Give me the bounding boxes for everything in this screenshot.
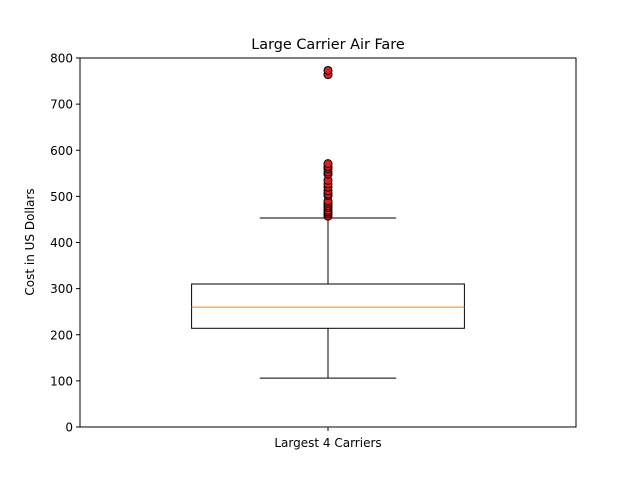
outlier-point xyxy=(323,159,333,169)
y-tick-label: 0 xyxy=(65,421,73,435)
y-tick-label: 500 xyxy=(50,190,73,204)
x-tick-label: Largest 4 Carriers xyxy=(274,436,381,450)
y-axis-label: Cost in US Dollars xyxy=(23,188,37,295)
y-tick-label: 200 xyxy=(50,328,73,342)
y-tick-label: 400 xyxy=(50,236,73,250)
chart-title: Large Carrier Air Fare xyxy=(251,37,405,53)
x-axis-ticks: Largest 4 Carriers xyxy=(274,427,382,450)
y-tick-label: 100 xyxy=(50,374,73,388)
y-axis-ticks: 0 100 200 300 400 500 600 700 800 xyxy=(50,52,80,435)
outlier-point xyxy=(323,65,333,75)
interquartile-box xyxy=(191,283,465,329)
y-tick-label: 600 xyxy=(50,144,73,158)
plot-frame xyxy=(79,57,577,428)
y-tick-label: 700 xyxy=(50,98,73,112)
y-tick-label: 800 xyxy=(50,52,73,66)
y-tick-label: 300 xyxy=(50,282,73,296)
box-group xyxy=(191,65,465,379)
